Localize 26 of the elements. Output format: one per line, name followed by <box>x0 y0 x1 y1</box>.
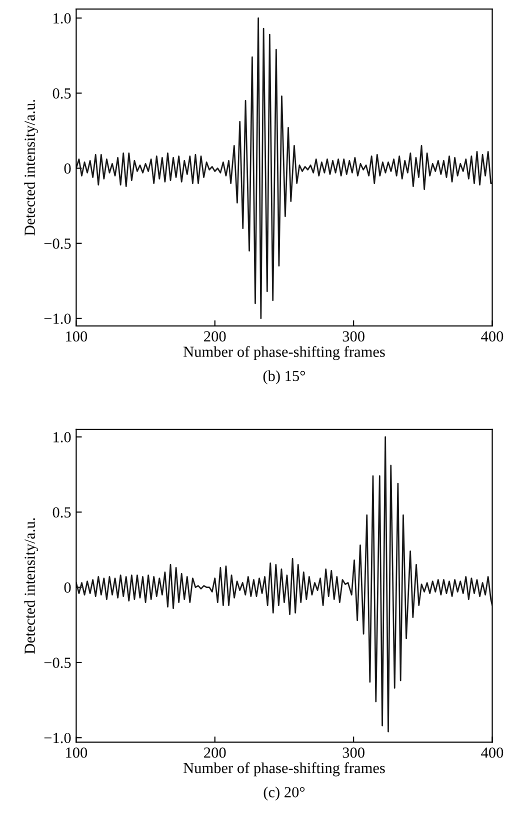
x-tick-label: 100 <box>66 747 88 758</box>
y-tick-label: −1.0 <box>44 314 71 324</box>
y-axis-title: Detected intensity/a.u. <box>24 518 38 654</box>
line-series <box>76 17 492 320</box>
y-tick-label: 0.5 <box>52 507 71 518</box>
x-tick-label: 200 <box>204 331 226 342</box>
text: (b) 15° <box>263 370 305 384</box>
y-tick-label: 1.0 <box>54 432 71 442</box>
y-tick-label: −0.5 <box>44 658 71 668</box>
y-axis-title: Detected intensity/a.u. <box>24 100 38 236</box>
x-tick-label: 400 <box>481 747 504 758</box>
x-tick-label: 300 <box>342 331 364 342</box>
y-tick-label: 0.5 <box>52 88 71 99</box>
y-tick-label: −0.5 <box>44 238 71 249</box>
line-series <box>76 436 492 732</box>
y-tick-label: 0 <box>64 163 71 174</box>
x-axis-title: Number of phase-shifting frames <box>183 346 385 360</box>
x-tick-label: 200 <box>204 747 226 758</box>
x-tick-label: 300 <box>342 747 364 758</box>
x-tick-label: 100 <box>66 331 88 342</box>
y-tick-label: 0 <box>64 582 71 593</box>
x-axis-title: Number of phase-shifting frames <box>183 762 385 776</box>
y-tick-label: 1.0 <box>54 13 71 24</box>
y-tick-label: −1.0 <box>44 732 71 744</box>
text: (c) 20° <box>264 786 305 800</box>
x-tick-label: 400 <box>481 331 504 342</box>
